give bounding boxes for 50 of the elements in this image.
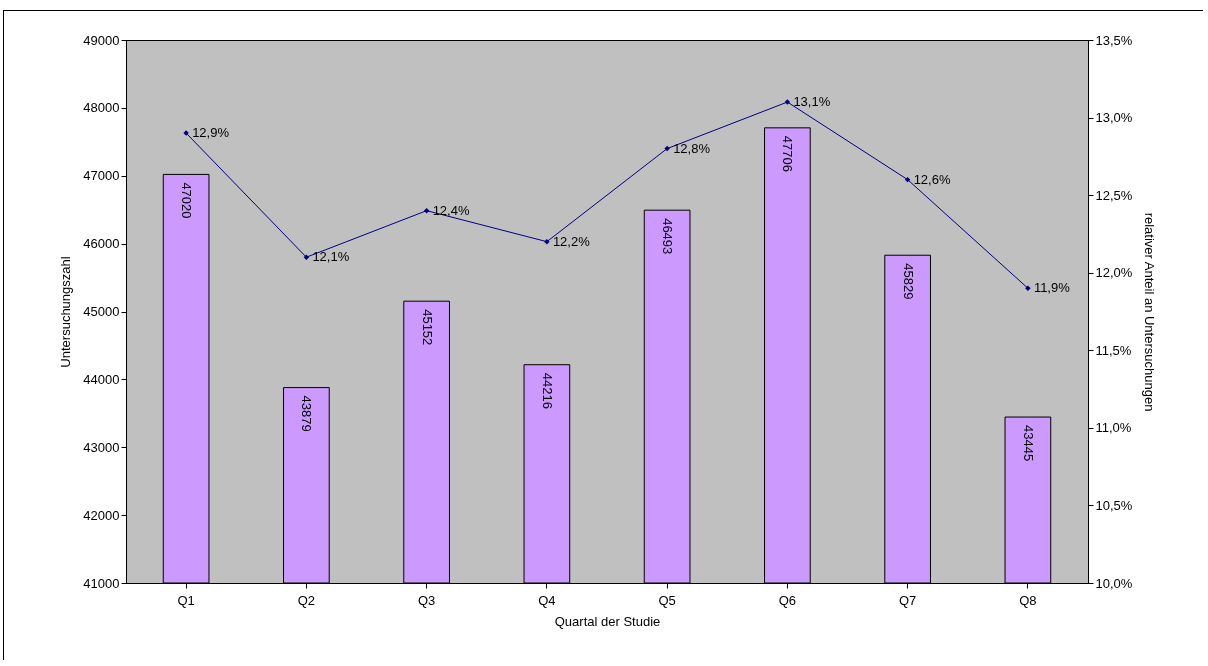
y2-tick-label: 13,0% bbox=[1095, 110, 1133, 126]
point bbox=[664, 145, 670, 152]
data-label: 12,8% bbox=[673, 140, 711, 156]
y2-tick-label: 12,0% bbox=[1095, 265, 1133, 281]
y2-tick-label: 11,0% bbox=[1095, 420, 1132, 436]
y2-tick-label: 11,5% bbox=[1095, 342, 1132, 358]
data-label: 44216 bbox=[539, 372, 555, 409]
data-label: 12,9% bbox=[192, 125, 230, 141]
y-tick-label: 43000 bbox=[83, 439, 120, 455]
x-axis-title: Quartal der Studie bbox=[554, 613, 661, 629]
y-tick-label: 46000 bbox=[83, 236, 120, 252]
data-label: 12,4% bbox=[432, 202, 470, 218]
data-label: 12,1% bbox=[312, 249, 350, 265]
y-tick-label: 44000 bbox=[83, 371, 120, 387]
data-label: 46493 bbox=[660, 218, 676, 255]
x-tick-label: Q6 bbox=[778, 592, 797, 608]
data-label: 11,9% bbox=[1033, 280, 1071, 296]
data-label: 12,2% bbox=[552, 233, 591, 249]
y-axis-title: Untersuchungszahl bbox=[58, 256, 74, 368]
x-tick-label: Q4 bbox=[538, 592, 556, 608]
y-tick-label: 41000 bbox=[83, 575, 120, 591]
x-tick-label: Q1 bbox=[177, 592, 195, 608]
point bbox=[303, 254, 310, 260]
data-label: 45829 bbox=[900, 263, 916, 300]
point bbox=[1025, 285, 1031, 291]
point bbox=[544, 238, 550, 245]
y-tick-label: 45000 bbox=[83, 304, 120, 319]
y-tick-label: 42000 bbox=[83, 507, 120, 523]
point bbox=[784, 99, 791, 105]
y-tick-label: 49000 bbox=[83, 32, 120, 48]
data-label: 47706 bbox=[780, 135, 796, 172]
data-label: 45152 bbox=[419, 309, 435, 346]
x-tick-label: Q5 bbox=[658, 592, 676, 608]
y2-tick-label: 13,5% bbox=[1095, 32, 1133, 48]
data-label: 43445 bbox=[1020, 425, 1036, 462]
y-tick-label: 47000 bbox=[83, 168, 120, 184]
y2-tick-label: 10,0% bbox=[1095, 575, 1133, 591]
y-tick-label: 48000 bbox=[83, 100, 120, 116]
data-label: 47020 bbox=[179, 182, 195, 219]
x-tick-label: Q8 bbox=[1019, 592, 1037, 608]
x-tick-label: Q3 bbox=[417, 592, 436, 608]
data-label: 13,1% bbox=[793, 94, 831, 110]
x-tick-label: Q7 bbox=[898, 592, 917, 608]
y2-tick-label: 12,5% bbox=[1095, 187, 1133, 203]
y2-axis-title: relativer Anteil an Untersuchungen bbox=[1142, 212, 1158, 412]
x-tick-label: Q2 bbox=[297, 592, 316, 608]
point bbox=[423, 207, 430, 214]
data-label: 43879 bbox=[299, 395, 315, 432]
data-label: 12,6% bbox=[913, 171, 951, 187]
y2-tick-label: 10,5% bbox=[1095, 497, 1133, 513]
